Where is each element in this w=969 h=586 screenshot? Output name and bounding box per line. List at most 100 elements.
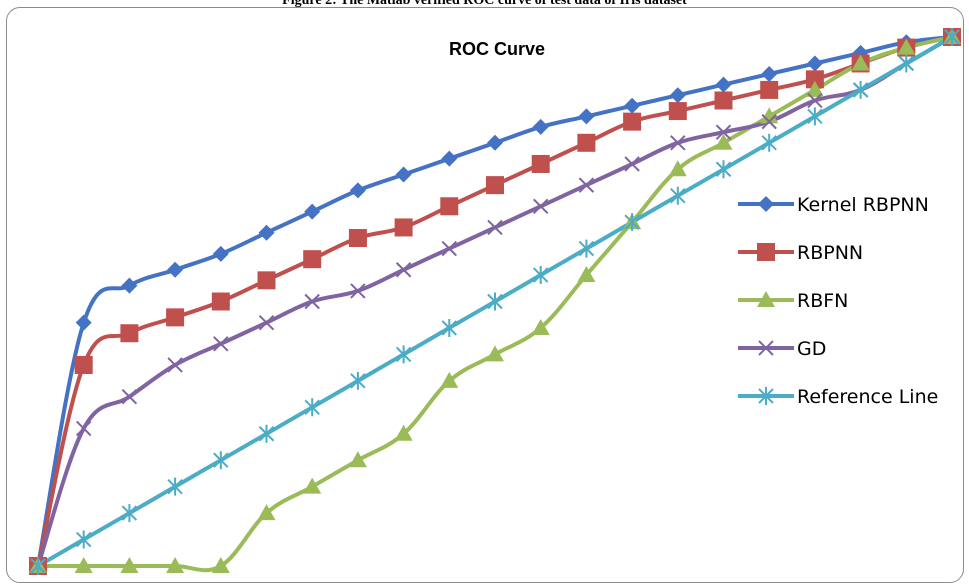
data-point-kernel-rbpnn (395, 166, 412, 183)
data-point-rbpnn (623, 112, 642, 131)
data-point-gd (715, 124, 732, 140)
data-point-rbpnn (120, 324, 139, 343)
data-point-reference-line (761, 133, 777, 152)
data-point-reference-line (624, 213, 640, 232)
data-point-reference-line (944, 28, 960, 46)
data-point-kernel-rbpnn (75, 314, 92, 331)
data-point-gd (167, 357, 183, 373)
data-point-rbfn (760, 107, 779, 124)
data-point-kernel-rbpnn (349, 182, 366, 199)
legend: Kernel RBPNN RBPNN RBFN GD Reference Line (738, 194, 938, 408)
data-point-rbfn (486, 345, 504, 362)
data-point-rbfn (211, 557, 230, 573)
data-point-rbfn (303, 477, 322, 494)
data-point-gd (624, 156, 640, 172)
data-point-gd (213, 336, 229, 352)
data-point-reference-line (213, 451, 229, 470)
data-point-rbpnn (531, 154, 550, 173)
data-point-kernel-rbpnn (715, 76, 732, 93)
legend-item-kernel-rbpnn: Kernel RBPNN (738, 194, 929, 216)
legend-label-rbpnn: RBPNN (797, 242, 863, 264)
data-point-reference-line (350, 371, 366, 390)
data-point-rbpnn (394, 218, 413, 237)
data-point-rbpnn (714, 91, 733, 110)
data-point-gd (304, 293, 320, 310)
data-point-gd (395, 262, 412, 278)
data-point-kernel-rbpnn (487, 134, 503, 151)
data-point-gd (670, 135, 686, 151)
data-point-rbfn (120, 557, 139, 573)
data-point-rbfn (348, 451, 367, 468)
data-point-rbfn (257, 504, 276, 521)
chart-title: ROC Curve (449, 39, 545, 59)
legend-item-reference-line: Reference Line (738, 386, 938, 408)
data-point-rbpnn (668, 102, 687, 121)
data-point-reference-line (441, 318, 458, 337)
series-markers (29, 28, 961, 575)
data-point-gd (258, 314, 275, 331)
data-point-rbfn (714, 133, 733, 150)
data-point-gd (761, 113, 777, 130)
data-point-reference-line (807, 107, 823, 126)
data-point-reference-line (578, 239, 595, 258)
data-point-rbpnn (348, 229, 367, 248)
legend-marker-reference-line (758, 387, 774, 405)
data-point-rbpnn (577, 133, 596, 152)
data-point-rbfn (668, 160, 687, 177)
data-point-rbpnn (486, 176, 504, 195)
data-point-kernel-rbpnn (304, 203, 321, 220)
legend-item-gd: GD (738, 338, 826, 360)
data-point-reference-line (167, 477, 183, 496)
data-point-gd (807, 92, 823, 109)
series-line-gd (36, 35, 954, 568)
data-point-rbpnn (303, 250, 322, 269)
data-point-reference-line (532, 266, 549, 285)
data-point-gd (350, 283, 366, 299)
data-point-reference-line (258, 424, 275, 443)
data-point-reference-line (75, 530, 92, 549)
figure-caption: Figure 2: The Matlab verified ROC curve … (282, 0, 687, 8)
data-point-rbpnn (760, 80, 779, 99)
data-point-gd (121, 389, 138, 405)
data-point-reference-line (395, 345, 412, 364)
data-point-reference-line (304, 398, 320, 417)
data-point-rbpnn (166, 308, 185, 327)
data-point-kernel-rbpnn (532, 118, 549, 135)
data-point-rbfn (897, 38, 916, 55)
data-point-kernel-rbpnn (624, 97, 641, 114)
data-point-kernel-rbpnn (441, 150, 458, 167)
legend-marker-kernel-rbpnn (758, 196, 774, 212)
data-point-reference-line (121, 504, 138, 523)
data-point-rbfn (440, 371, 459, 388)
data-point-reference-line (670, 186, 686, 205)
data-point-kernel-rbpnn (761, 66, 778, 83)
data-point-rbfn (805, 80, 824, 97)
data-point-gd (578, 177, 595, 193)
data-point-kernel-rbpnn (258, 224, 275, 241)
data-point-rbfn (74, 557, 93, 573)
data-point-reference-line (30, 557, 46, 575)
legend-marker-gd (758, 340, 774, 356)
data-point-gd (487, 219, 503, 236)
data-point-kernel-rbpnn (669, 87, 686, 104)
data-point-kernel-rbpnn (167, 261, 184, 278)
data-point-gd (441, 240, 458, 257)
legend-label-rbfn: RBFN (797, 290, 848, 312)
data-point-rbfn (577, 266, 596, 283)
legend-marker-rbpnn (757, 243, 775, 261)
legend-item-rbpnn: RBPNN (738, 242, 863, 264)
data-point-reference-line (487, 292, 503, 311)
series-line-rbpnn (36, 35, 954, 568)
data-point-gd (532, 198, 549, 214)
legend-label-reference-line: Reference Line (797, 386, 938, 408)
data-point-reference-line (852, 80, 869, 99)
data-point-rbpnn (74, 355, 93, 374)
data-point-rbfn (531, 318, 550, 335)
data-point-rbpnn (440, 197, 459, 216)
legend-label-gd: GD (797, 338, 826, 360)
data-point-rbfn (166, 557, 185, 573)
data-point-rbfn (851, 54, 870, 71)
legend-label-kernel-rbpnn: Kernel RBPNN (797, 194, 929, 216)
legend-marker-rbfn (757, 291, 775, 307)
